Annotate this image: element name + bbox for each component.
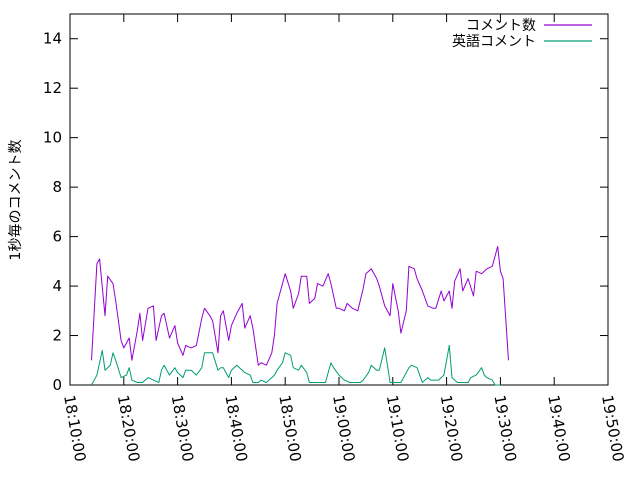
x-tick-label: 18:50:00 [275, 394, 304, 463]
legend: コメント数 英語コメント [452, 18, 592, 50]
series-line-2 [91, 344, 501, 386]
x-tick-label: 18:20:00 [114, 394, 143, 463]
y-tick-label: 10 [43, 129, 62, 147]
y-tick-label: 14 [43, 30, 62, 48]
y-axis-label: 1秒毎のコメント数 [8, 140, 24, 261]
plot-frame [69, 13, 609, 386]
x-tick-label: 18:30:00 [168, 394, 197, 463]
legend-label-series-2: 英語コメント [452, 33, 536, 50]
series-layer [91, 246, 509, 386]
x-tick-label: 19:10:00 [383, 394, 412, 463]
x-tick-label: 19:30:00 [490, 394, 519, 463]
series-line-1 [91, 246, 509, 366]
x-tick-label: 19:50:00 [598, 394, 627, 463]
y-axis: 0 2 4 6 8 10 12 14 [43, 30, 608, 394]
y-tick-label: 8 [52, 178, 62, 196]
y-tick-label: 4 [52, 277, 62, 295]
x-tick-label: 19:20:00 [437, 394, 466, 463]
y-tick-label: 6 [52, 228, 62, 246]
x-tick-label: 19:40:00 [544, 394, 573, 463]
y-tick-label: 12 [43, 79, 62, 97]
y-tick-label: 2 [52, 327, 62, 345]
y-tick-label: 0 [52, 376, 62, 394]
x-tick-label: 18:10:00 [60, 394, 89, 463]
x-tick-label: 19:00:00 [329, 394, 358, 463]
x-axis: 18:10:00 18:20:00 18:30:00 18:40:00 18:50:00… [60, 14, 627, 463]
x-tick-label: 18:40:00 [221, 394, 250, 463]
legend-label-series-1: コメント数 [466, 18, 536, 34]
